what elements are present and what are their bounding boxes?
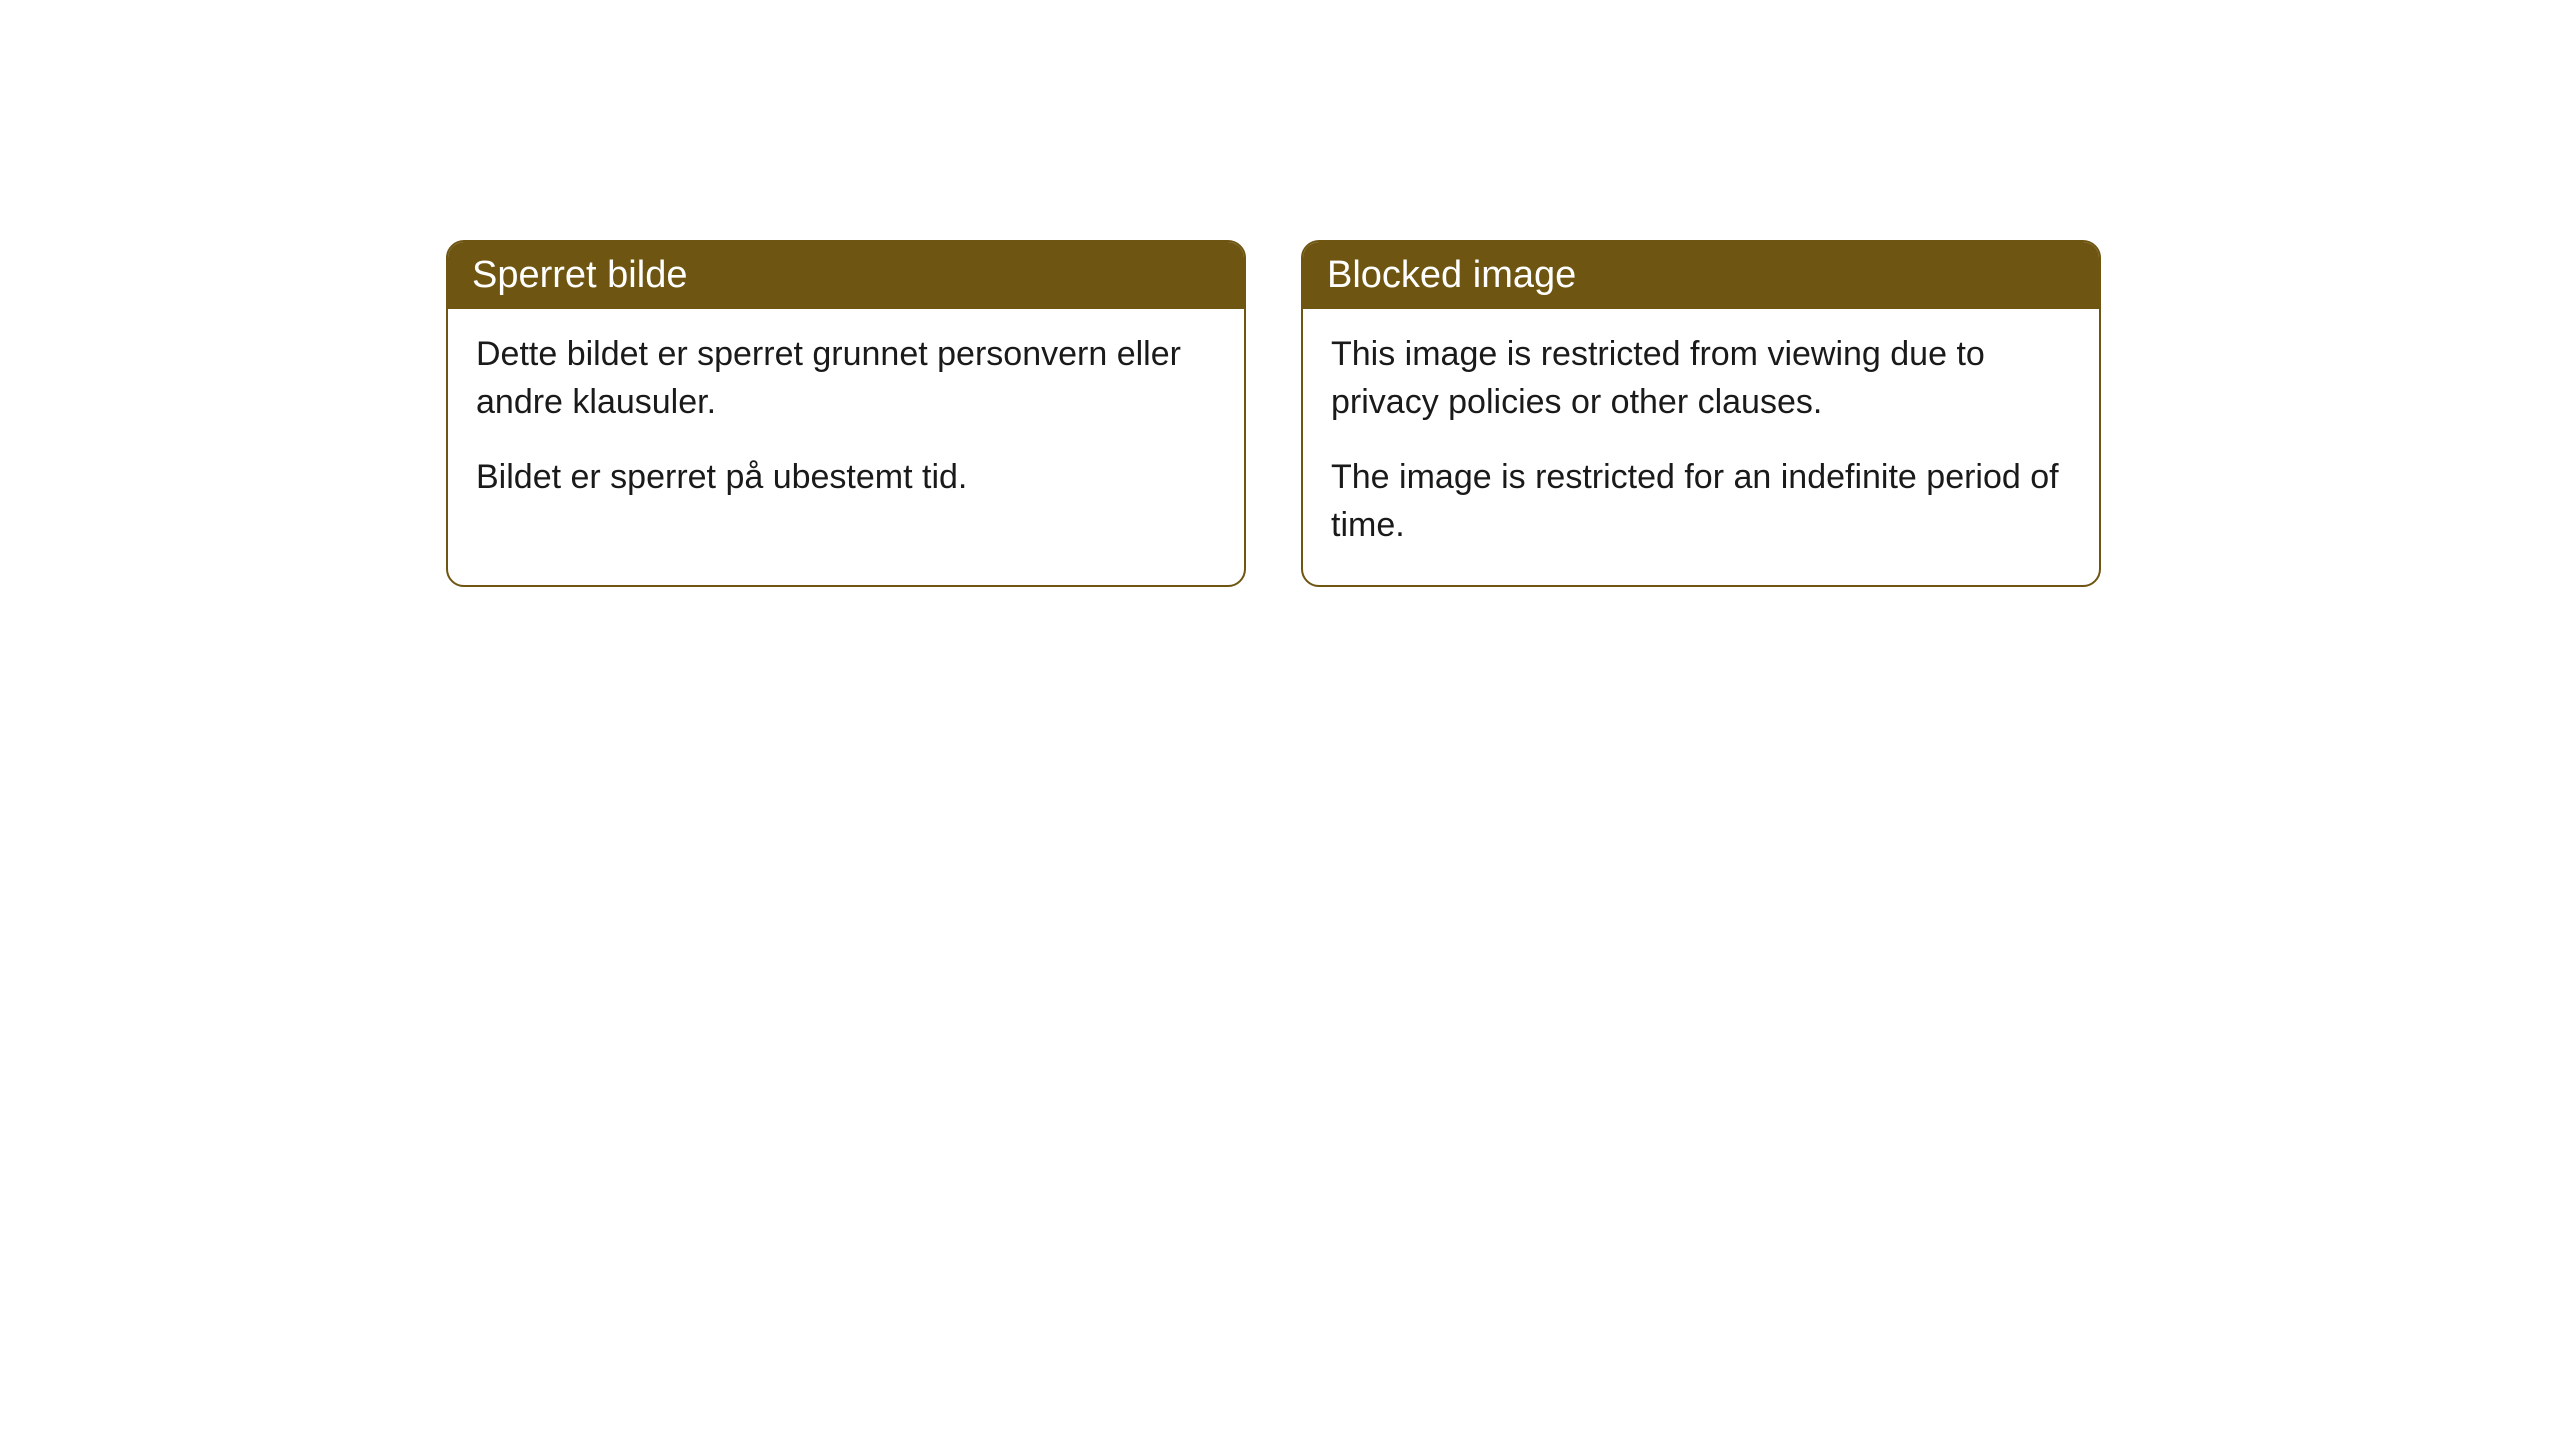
notice-body-norwegian: Dette bildet er sperret grunnet personve… — [448, 309, 1244, 538]
notice-paragraph: This image is restricted from viewing du… — [1331, 331, 2071, 426]
notice-body-english: This image is restricted from viewing du… — [1303, 309, 2099, 585]
notice-header-english: Blocked image — [1303, 242, 2099, 309]
notice-container: Sperret bilde Dette bildet er sperret gr… — [446, 240, 2101, 587]
notice-card-english: Blocked image This image is restricted f… — [1301, 240, 2101, 587]
notice-paragraph: The image is restricted for an indefinit… — [1331, 454, 2071, 549]
notice-paragraph: Dette bildet er sperret grunnet personve… — [476, 331, 1216, 426]
notice-card-norwegian: Sperret bilde Dette bildet er sperret gr… — [446, 240, 1246, 587]
notice-paragraph: Bildet er sperret på ubestemt tid. — [476, 454, 1216, 502]
notice-header-norwegian: Sperret bilde — [448, 242, 1244, 309]
